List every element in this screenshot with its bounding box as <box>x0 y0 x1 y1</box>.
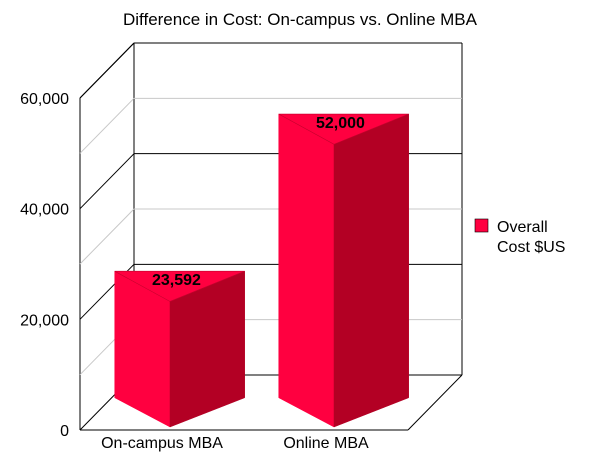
bar-face-left <box>278 113 335 428</box>
bar-top <box>278 113 409 145</box>
gridline-side <box>79 42 135 99</box>
y-axis-ticks: 0 20,000 40,000 60,000 <box>20 91 69 440</box>
y-tick-label: 60,000 <box>20 91 69 108</box>
legend: Overall Cost $US <box>474 218 565 256</box>
data-label: 52,000 <box>316 115 365 132</box>
floor-right-edge <box>407 374 463 431</box>
x-axis-categories: On-campus MBA Online MBA <box>101 435 369 452</box>
data-labels: 23,592 52,000 <box>152 115 365 289</box>
y-tick-label: 20,000 <box>20 312 69 329</box>
gridline-side <box>79 208 135 265</box>
data-label: 23,592 <box>152 272 201 289</box>
legend-line-2: Cost $US <box>497 239 565 256</box>
gridline-side <box>79 97 135 154</box>
bar-top <box>114 270 245 302</box>
x-category-label: On-campus MBA <box>101 435 223 452</box>
y-tick-label: 0 <box>60 423 69 440</box>
chart-title: Difference in Cost: On-campus vs. Online… <box>123 10 478 29</box>
legend-line-1: Overall <box>497 219 548 236</box>
y-tick-label: 40,000 <box>20 202 69 219</box>
legend-swatch <box>474 218 489 233</box>
gridline-side <box>79 153 135 210</box>
bar-face-right <box>333 113 409 428</box>
bars <box>114 113 409 428</box>
x-category-label: Online MBA <box>283 435 369 452</box>
